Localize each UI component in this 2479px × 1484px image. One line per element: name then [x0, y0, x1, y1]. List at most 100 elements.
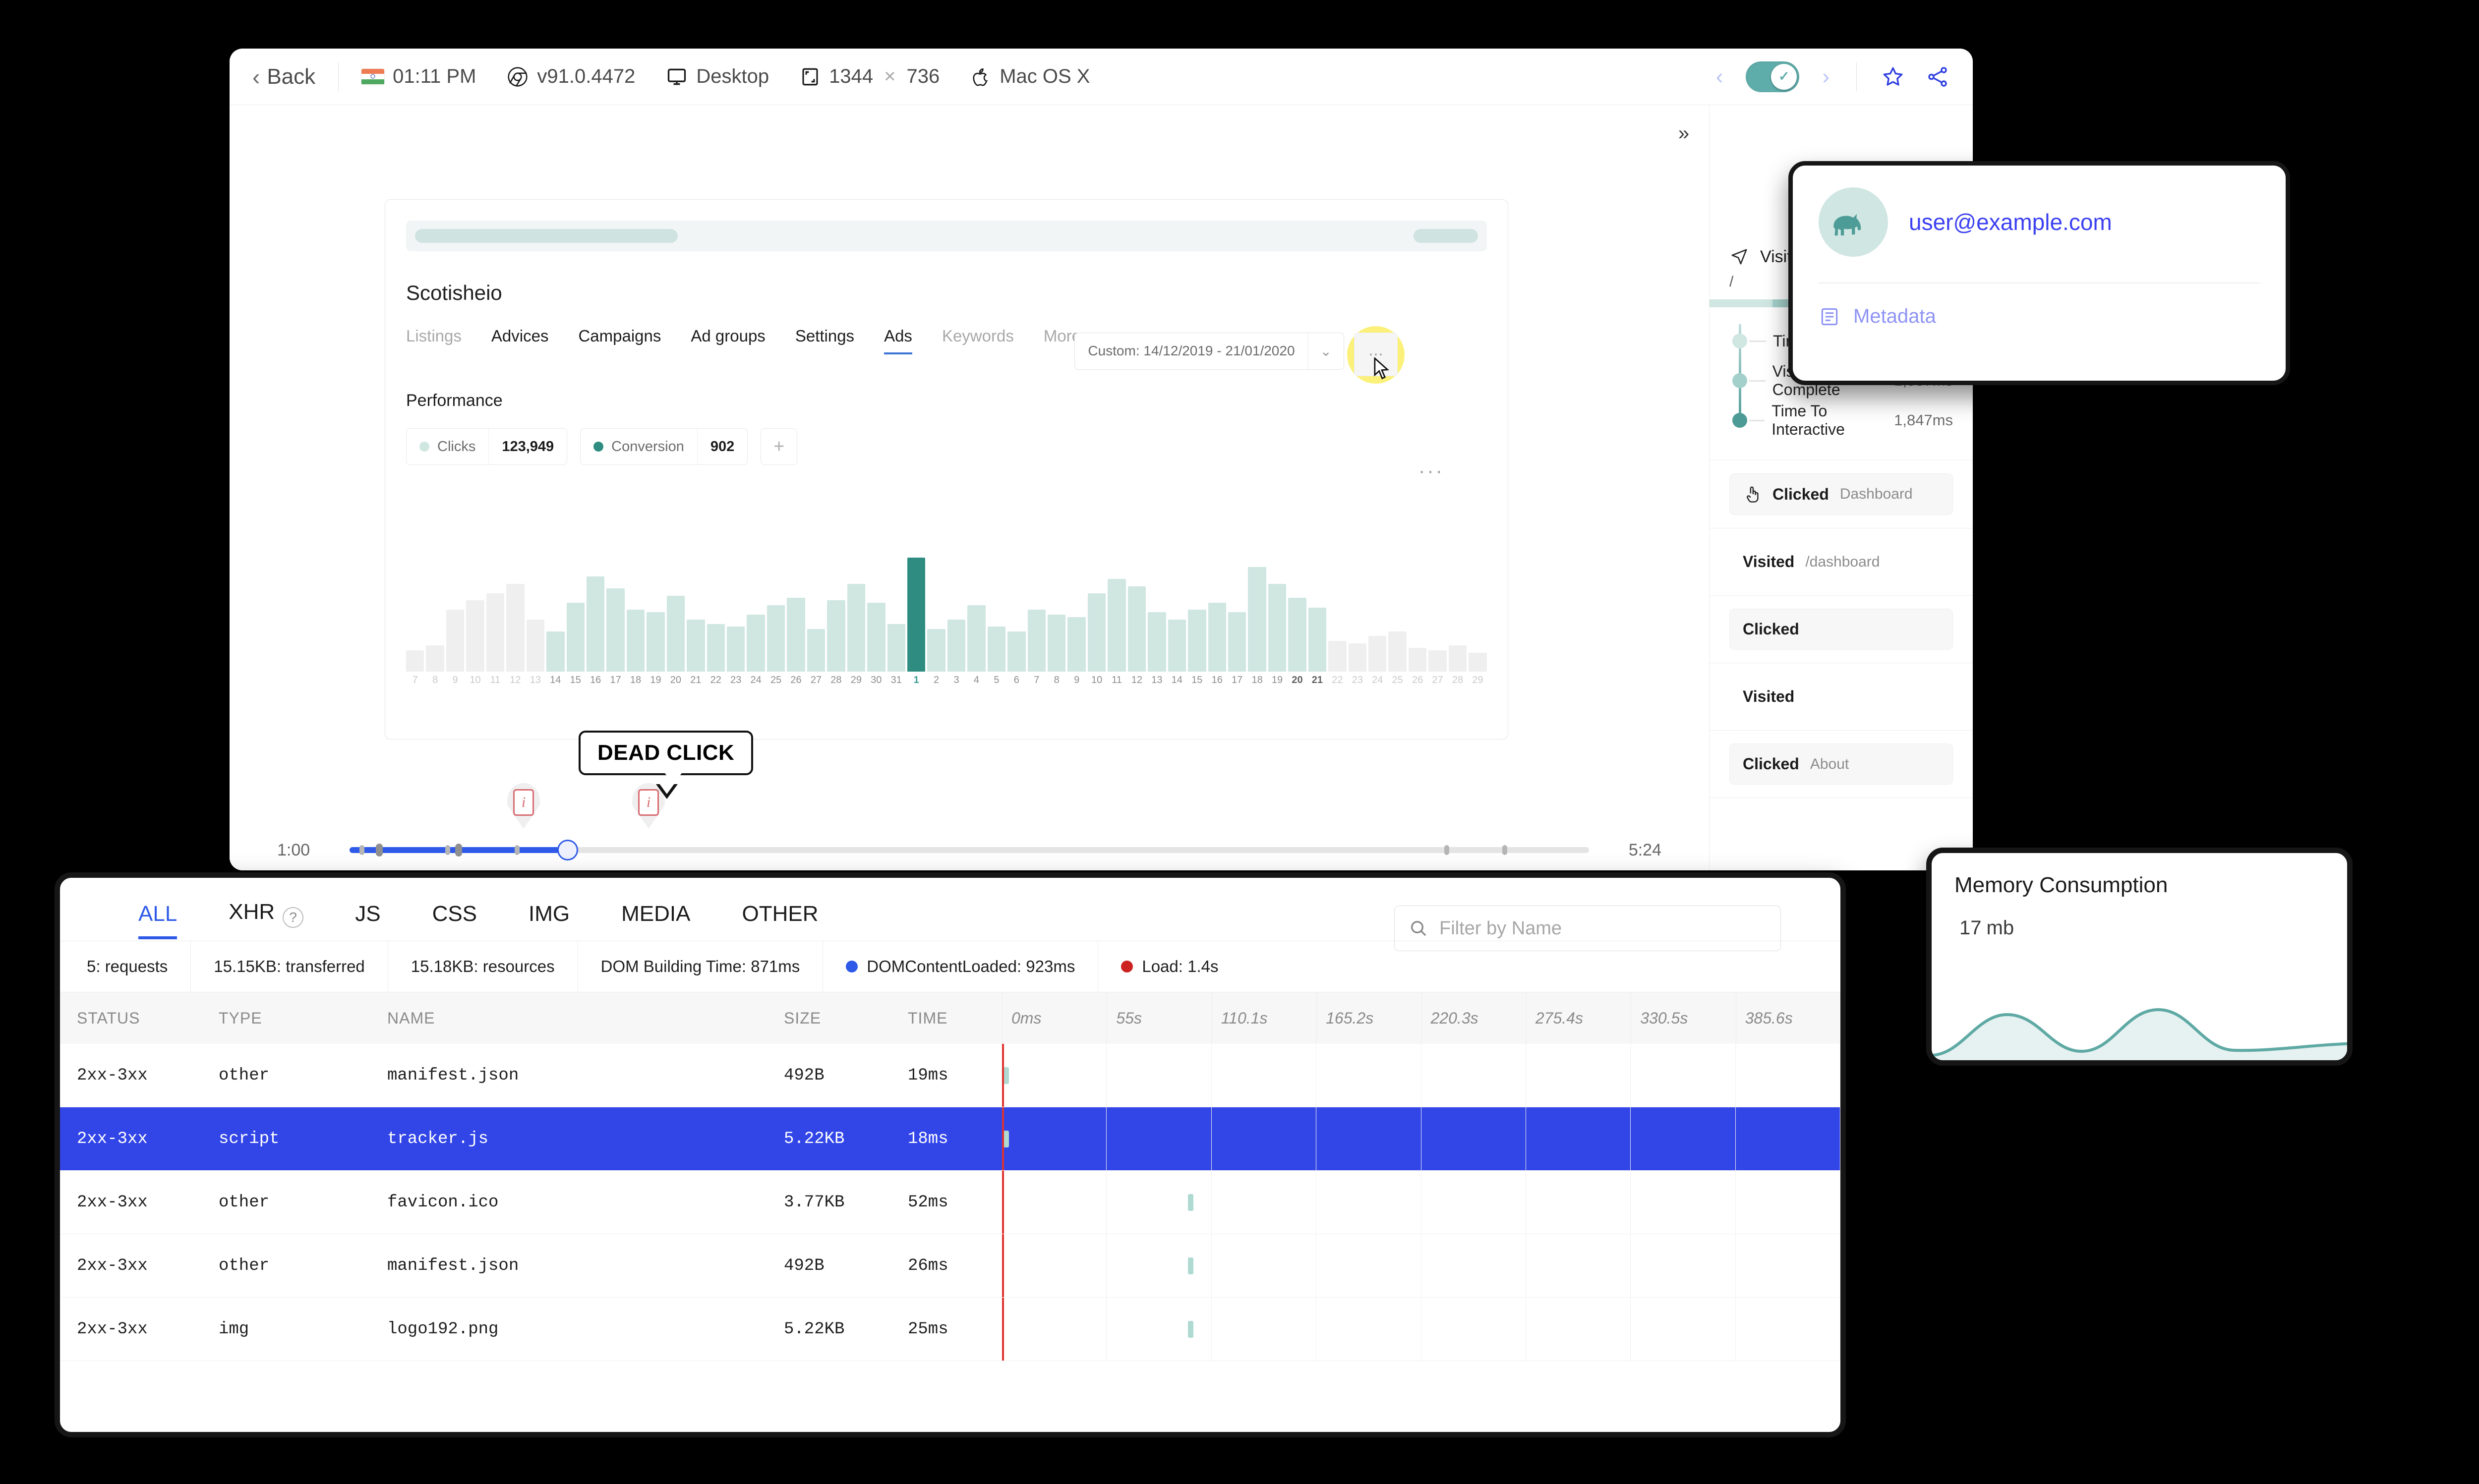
chart-bar[interactable]	[546, 631, 565, 672]
help-icon[interactable]: ?	[283, 907, 304, 928]
net-tab-css[interactable]: CSS	[432, 901, 477, 926]
next-session-button[interactable]: ›	[1822, 64, 1830, 89]
chart-bar[interactable]	[626, 610, 645, 672]
timeline-event-marker[interactable]	[359, 845, 364, 855]
chart-bar[interactable]	[887, 624, 905, 672]
chart-overflow-icon[interactable]: ···	[1418, 460, 1444, 482]
share-icon[interactable]	[1925, 64, 1950, 89]
chart-bar[interactable]	[1388, 631, 1407, 672]
col-time[interactable]: TIME	[908, 1009, 948, 1027]
event-row-visited-dashboard[interactable]: Visited /dashboard	[1710, 528, 1973, 596]
chart-bar[interactable]	[1228, 612, 1246, 672]
add-metric-button[interactable]: +	[761, 428, 798, 465]
issue-pin-1[interactable]: i	[507, 783, 540, 829]
chart-bar[interactable]	[1308, 607, 1327, 672]
chart-bar[interactable]	[1428, 650, 1447, 672]
tab-listings[interactable]: Listings	[406, 327, 462, 345]
chart-bar[interactable]	[947, 619, 966, 672]
table-row[interactable]: 2xx-3xx other manifest.json 492B 26ms	[60, 1234, 1840, 1298]
chart-bar[interactable]	[827, 600, 845, 672]
table-row[interactable]: 2xx-3xx other manifest.json 492B 19ms	[60, 1044, 1840, 1107]
tab-advices[interactable]: Advices	[491, 327, 549, 345]
chart-bar[interactable]	[1448, 645, 1467, 672]
chart-bar[interactable]	[807, 628, 826, 672]
tab-ad-groups[interactable]: Ad groups	[691, 327, 766, 345]
chart-bar[interactable]	[1048, 615, 1066, 672]
chart-bar[interactable]	[847, 583, 866, 672]
session-status-toggle[interactable]: ✓	[1746, 61, 1800, 92]
timeline-event-marker[interactable]	[514, 845, 520, 855]
net-tab-all[interactable]: ALL	[119, 902, 203, 939]
chart-bar[interactable]	[1348, 643, 1366, 672]
chart-bar[interactable]	[1067, 617, 1086, 672]
chart-bar[interactable]	[867, 603, 885, 672]
chart-bar[interactable]	[446, 610, 465, 672]
chart-bar[interactable]	[1127, 586, 1146, 672]
metric-chip-conversion[interactable]: Conversion 902	[580, 428, 748, 465]
event-row-clicked-about[interactable]: Clicked About	[1710, 731, 1973, 798]
chart-bar[interactable]	[1368, 636, 1387, 672]
chart-bar[interactable]	[506, 583, 525, 672]
col-status[interactable]: STATUS	[77, 1009, 140, 1027]
back-button[interactable]: ‹ Back	[252, 64, 315, 89]
chart-bar[interactable]	[1027, 610, 1046, 672]
event-row-visited-2[interactable]: Visited	[1710, 663, 1973, 731]
tab-settings[interactable]: Settings	[795, 327, 855, 345]
overflow-menu-button[interactable]: ⋯	[1354, 333, 1398, 376]
chart-bar[interactable]	[666, 595, 685, 672]
chart-bar[interactable]	[1208, 603, 1226, 672]
chart-bar[interactable]	[907, 558, 926, 672]
metadata-link[interactable]: Metadata	[1819, 305, 2260, 328]
chart-bar[interactable]	[1188, 610, 1206, 672]
chart-bar[interactable]	[1288, 598, 1306, 672]
prev-session-button[interactable]: ‹	[1715, 64, 1723, 89]
search-input[interactable]	[1439, 917, 1767, 939]
metric-chip-clicks[interactable]: Clicks 123,949	[406, 428, 568, 465]
chart-bar[interactable]	[586, 576, 605, 672]
timeline-event-marker[interactable]	[445, 845, 450, 855]
net-tab-img[interactable]: IMG	[529, 901, 570, 926]
user-email[interactable]: user@example.com	[1909, 209, 2112, 235]
chart-bar[interactable]	[1148, 612, 1166, 672]
event-row-clicked-2[interactable]: Clicked	[1710, 596, 1973, 663]
table-row[interactable]: 2xx-3xx other favicon.ico 3.77KB 52ms	[60, 1171, 1840, 1234]
table-row[interactable]: 2xx-3xx script tracker.js 5.22KB 18ms	[60, 1107, 1840, 1171]
network-search-box[interactable]	[1394, 906, 1781, 951]
chart-bar[interactable]	[1408, 648, 1427, 672]
chart-bar[interactable]	[987, 626, 1006, 672]
chart-bar[interactable]	[1007, 631, 1026, 672]
timeline-event-marker[interactable]	[1444, 845, 1449, 855]
chart-bar[interactable]	[526, 619, 545, 672]
chart-bar[interactable]	[466, 600, 484, 672]
chart-bar[interactable]	[787, 598, 805, 672]
chart-bar[interactable]	[1469, 652, 1487, 672]
timeline-event-marker[interactable]	[376, 844, 383, 856]
chart-bar[interactable]	[767, 605, 785, 672]
timeline-event-marker[interactable]	[455, 844, 462, 856]
chart-bar[interactable]	[406, 650, 424, 672]
chart-bar[interactable]	[566, 603, 585, 672]
chart-bar[interactable]	[927, 628, 945, 672]
col-name[interactable]: NAME	[387, 1009, 435, 1027]
chart-bar[interactable]	[1087, 593, 1106, 672]
scrubber-handle[interactable]	[557, 840, 578, 860]
chart-bar[interactable]	[967, 605, 986, 672]
date-range-selector[interactable]: Custom: 14/12/2019 - 21/01/2020 ⌄	[1074, 333, 1344, 370]
table-row[interactable]: 2xx-3xx img logo192.png 5.22KB 25ms	[60, 1298, 1840, 1361]
tab-campaigns[interactable]: Campaigns	[578, 327, 661, 345]
timeline-event-marker[interactable]	[1502, 845, 1507, 855]
chart-bar[interactable]	[486, 593, 505, 672]
col-type[interactable]: TYPE	[219, 1009, 262, 1027]
chart-bar[interactable]	[426, 645, 444, 672]
issue-pin-2[interactable]: i	[632, 783, 665, 829]
chart-bar[interactable]	[747, 615, 765, 672]
net-tab-media[interactable]: MEDIA	[621, 901, 691, 926]
net-tab-js[interactable]: JS	[355, 901, 381, 926]
chart-bar[interactable]	[687, 619, 705, 672]
net-tab-other[interactable]: OTHER	[742, 901, 819, 926]
col-size[interactable]: SIZE	[784, 1009, 822, 1027]
chart-bar[interactable]	[727, 626, 745, 672]
tab-keywords[interactable]: Keywords	[942, 327, 1014, 345]
chart-bar[interactable]	[707, 624, 725, 672]
chart-bar[interactable]	[647, 612, 665, 672]
